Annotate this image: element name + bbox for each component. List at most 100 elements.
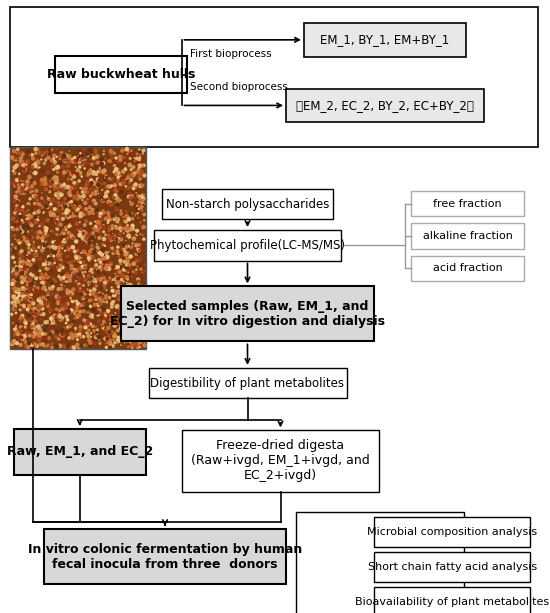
- Point: [22, 160, 31, 170]
- Point: [134, 209, 142, 219]
- Point: [96, 164, 105, 173]
- Point: [25, 172, 34, 182]
- Point: [37, 175, 46, 185]
- FancyBboxPatch shape: [148, 368, 346, 398]
- Point: [135, 254, 144, 264]
- Point: [28, 329, 36, 339]
- Point: [107, 197, 116, 207]
- Point: [106, 257, 115, 267]
- Point: [28, 177, 36, 187]
- Point: [82, 303, 91, 313]
- Point: [100, 297, 109, 307]
- Point: [13, 160, 21, 170]
- Point: [131, 282, 140, 292]
- Point: [110, 148, 119, 158]
- Point: [110, 314, 119, 324]
- Point: [68, 242, 77, 252]
- Point: [43, 265, 52, 275]
- Point: [116, 221, 125, 230]
- Point: [45, 333, 53, 343]
- Point: [81, 261, 90, 270]
- Point: [67, 170, 76, 180]
- Point: [54, 240, 63, 249]
- Point: [23, 305, 32, 314]
- Point: [31, 144, 40, 154]
- Point: [23, 234, 31, 244]
- Point: [88, 230, 97, 240]
- Point: [104, 322, 113, 332]
- Point: [121, 175, 130, 185]
- Point: [57, 299, 65, 309]
- Point: [53, 167, 62, 177]
- Point: [21, 291, 30, 301]
- Point: [14, 329, 23, 339]
- Point: [12, 301, 20, 311]
- Point: [136, 342, 145, 352]
- Point: [74, 343, 83, 352]
- Point: [24, 176, 33, 186]
- Point: [78, 234, 87, 243]
- Point: [101, 254, 109, 264]
- Point: [41, 299, 50, 309]
- Point: [34, 292, 43, 302]
- Point: [100, 222, 108, 232]
- Point: [136, 207, 145, 216]
- Point: [61, 335, 70, 345]
- Point: [67, 210, 76, 219]
- Point: [128, 170, 136, 180]
- Point: [47, 226, 56, 236]
- Point: [135, 161, 144, 170]
- Point: [113, 215, 122, 224]
- Point: [73, 151, 82, 161]
- Point: [63, 194, 72, 204]
- Point: [124, 183, 133, 193]
- Point: [135, 310, 144, 320]
- Point: [100, 237, 109, 247]
- Point: [18, 149, 27, 159]
- Point: [98, 229, 107, 239]
- Point: [43, 145, 52, 155]
- Point: [39, 243, 47, 253]
- Point: [116, 325, 125, 335]
- Point: [113, 301, 122, 311]
- Point: [53, 312, 62, 322]
- Point: [96, 227, 104, 237]
- Point: [75, 230, 84, 240]
- Point: [23, 272, 31, 282]
- Point: [9, 219, 18, 229]
- Point: [113, 194, 122, 204]
- Point: [112, 235, 121, 245]
- Point: [92, 186, 101, 196]
- Point: [73, 272, 82, 282]
- Point: [79, 228, 88, 238]
- Point: [15, 196, 24, 206]
- Point: [85, 265, 94, 275]
- Point: [43, 224, 52, 234]
- Point: [126, 313, 135, 322]
- Point: [42, 299, 51, 309]
- Point: [80, 159, 89, 169]
- Point: [86, 145, 95, 155]
- Point: [128, 214, 137, 224]
- Point: [26, 212, 35, 222]
- Point: [65, 258, 74, 268]
- Point: [48, 242, 57, 251]
- Point: [56, 261, 65, 270]
- Point: [67, 287, 75, 297]
- Point: [75, 202, 84, 212]
- Point: [94, 332, 102, 341]
- Point: [127, 314, 136, 324]
- Point: [42, 295, 51, 305]
- Point: [122, 217, 131, 227]
- FancyBboxPatch shape: [374, 587, 530, 613]
- Point: [14, 185, 23, 195]
- Point: [122, 206, 130, 216]
- Point: [125, 295, 134, 305]
- Point: [19, 289, 28, 299]
- Point: [46, 180, 55, 189]
- Point: [9, 264, 18, 274]
- Point: [112, 164, 120, 174]
- Point: [45, 261, 54, 271]
- Point: [92, 158, 101, 168]
- Point: [134, 276, 142, 286]
